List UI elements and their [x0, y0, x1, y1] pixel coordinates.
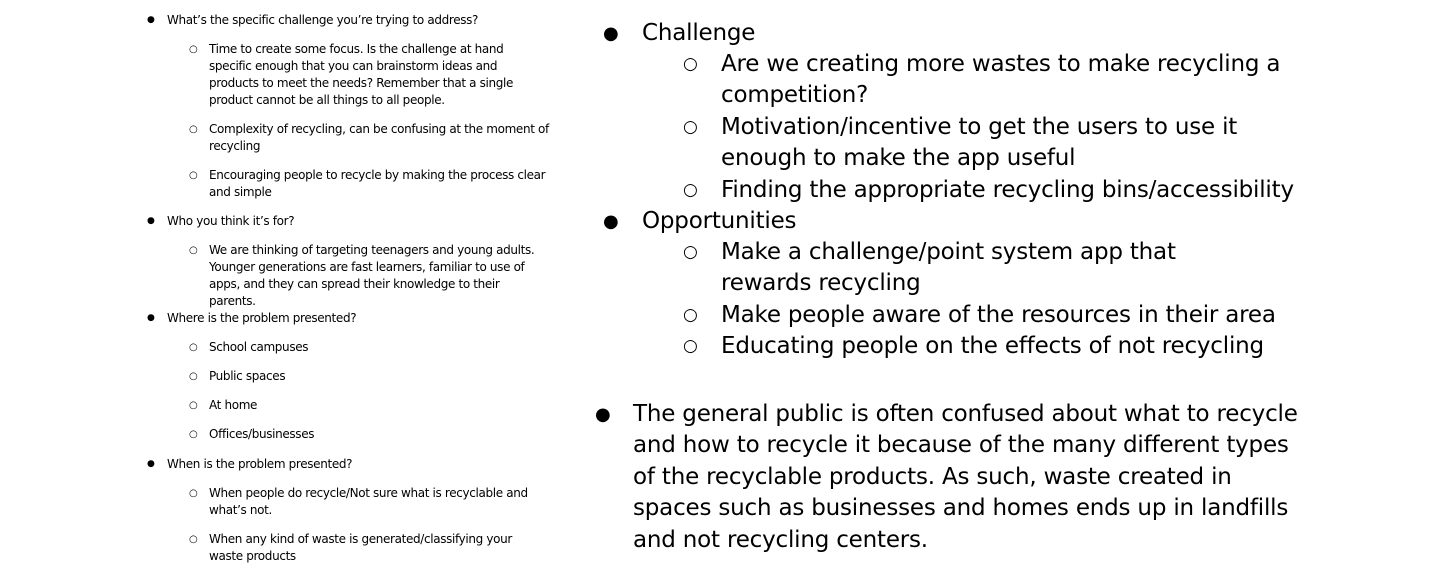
- hollow-bullet-icon: ○: [189, 488, 198, 499]
- bullet-icon: ●: [147, 459, 155, 469]
- hollow-bullet-icon: ○: [189, 400, 198, 411]
- answer-text: Offices/businesses: [209, 427, 315, 441]
- answer-text: When people do recycle/Not sure what is …: [209, 486, 528, 517]
- item-text: Finding the appropriate recycling bins/a…: [721, 177, 1294, 203]
- hollow-bullet-icon: ○: [189, 429, 198, 440]
- bullet-icon: ●: [147, 15, 155, 25]
- item-text: Motivation/incentive to get the users to…: [721, 114, 1238, 172]
- question-text: When is the problem presented?: [167, 457, 353, 471]
- answer-text: School campuses: [209, 340, 309, 354]
- hollow-bullet-icon: ○: [683, 54, 698, 74]
- answer-text: When any kind of waste is generated/clas…: [209, 532, 512, 563]
- answer-text: Complexity of recycling, can be confusin…: [209, 122, 549, 153]
- answer-text: Time to create some focus. Is the challe…: [209, 42, 514, 107]
- challenges-opportunities-list: ● Challenge ○ Are we creating more waste…: [595, 0, 1440, 380]
- question-text: What’s the specific challenge you’re try…: [167, 13, 479, 27]
- hollow-bullet-icon: ○: [189, 245, 198, 256]
- answer-text: Encouraging people to recycle by making …: [209, 168, 546, 199]
- hollow-bullet-icon: ○: [683, 336, 698, 356]
- heading-text: Opportunities: [642, 208, 797, 234]
- summary-text: The general public is often confused abo…: [633, 401, 1298, 553]
- hollow-bullet-icon: ○: [189, 371, 198, 382]
- question-text: Who you think it’s for?: [167, 214, 295, 228]
- hollow-bullet-icon: ○: [683, 117, 698, 137]
- hollow-bullet-icon: ○: [683, 242, 698, 262]
- hollow-bullet-icon: ○: [189, 170, 198, 181]
- question-text: Where is the problem presented?: [167, 311, 357, 325]
- answer-text: Public spaces: [209, 369, 286, 383]
- answer-text: At home: [209, 398, 258, 412]
- left-notes-column: ● What’s the specific challenge you’re t…: [0, 0, 560, 578]
- hollow-bullet-icon: ○: [683, 180, 698, 200]
- bullet-icon: ●: [595, 404, 611, 425]
- item-text: Are we creating more wastes to make recy…: [721, 51, 1281, 109]
- heading-text: Challenge: [642, 20, 756, 46]
- item-text: Educating people on the effects of not r…: [721, 333, 1264, 359]
- answer-text: We are thinking of targeting teenagers a…: [209, 243, 535, 308]
- hollow-bullet-icon: ○: [189, 44, 198, 55]
- bullet-icon: ●: [603, 211, 619, 232]
- item-text: Make people aware of the resources in th…: [721, 302, 1276, 328]
- hollow-bullet-icon: ○: [189, 124, 198, 135]
- hollow-bullet-icon: ○: [189, 342, 198, 353]
- bullet-icon: ●: [603, 23, 619, 44]
- hollow-bullet-icon: ○: [189, 534, 198, 545]
- hollow-bullet-icon: ○: [683, 305, 698, 325]
- bullet-icon: ●: [147, 216, 155, 226]
- bullet-icon: ●: [147, 313, 155, 323]
- item-text: Make a challenge/point system app that r…: [721, 239, 1176, 297]
